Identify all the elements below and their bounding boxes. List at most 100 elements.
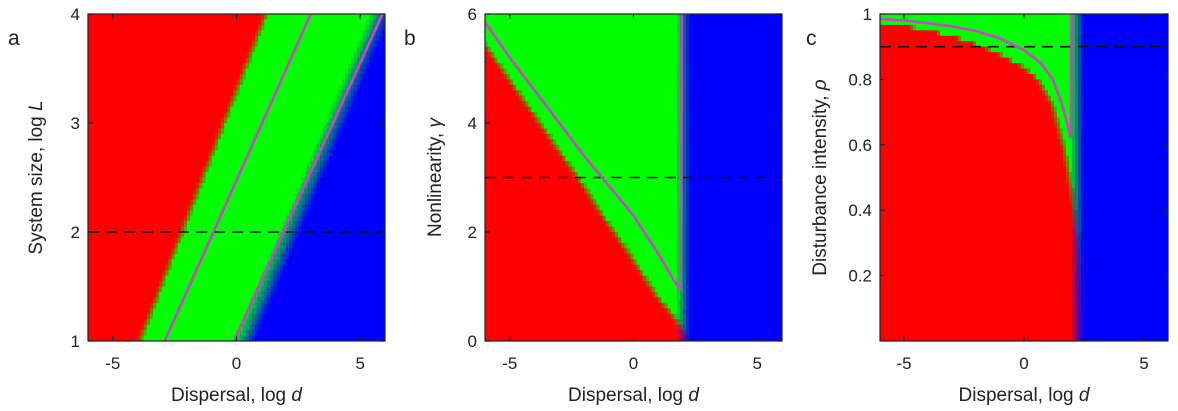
heatmap-cell: [292, 133, 296, 140]
heatmap-cell: [357, 57, 361, 64]
heatmap-cell: [177, 281, 182, 288]
heatmap-cell: [369, 161, 374, 168]
heatmap-cell: [134, 253, 139, 260]
heatmap-cell: [245, 35, 250, 42]
heatmap-cell: [122, 150, 126, 157]
heatmap-cell: [177, 253, 182, 260]
heatmap-cell: [205, 286, 210, 293]
heatmap-cell: [276, 199, 281, 206]
heatmap-cell: [298, 270, 303, 277]
heatmap-cell: [112, 215, 117, 222]
heatmap-cell: [165, 253, 170, 260]
heatmap-cell: [146, 210, 151, 217]
heatmap-cell: [230, 232, 234, 239]
heatmap-cell: [239, 79, 244, 86]
heatmap-cell: [276, 150, 281, 157]
heatmap-cell: [236, 286, 241, 293]
heatmap-cell: [217, 182, 222, 189]
heatmap-cell: [159, 84, 163, 91]
heatmap-cell: [115, 123, 120, 130]
heatmap-cell: [109, 90, 114, 97]
heatmap-cell: [109, 193, 114, 200]
heatmap-cell: [255, 242, 259, 249]
heatmap-cell: [128, 232, 132, 239]
heatmap-cell: [245, 95, 250, 102]
heatmap-cell: [106, 128, 111, 135]
heatmap-cell: [149, 95, 154, 102]
heatmap-cell: [338, 128, 343, 135]
heatmap-cell: [273, 177, 278, 184]
heatmap-cell: [239, 123, 244, 130]
heatmap-cell: [341, 182, 346, 189]
heatmap-cell: [214, 237, 219, 244]
heatmap-cell: [128, 286, 132, 293]
heatmap-cell: [211, 79, 216, 86]
heatmap-cell: [115, 144, 120, 151]
heatmap-cell: [350, 237, 355, 244]
heatmap-cell: [230, 101, 234, 108]
heatmap-cell: [165, 259, 170, 266]
heatmap-cell: [146, 57, 151, 64]
heatmap-cell: [320, 286, 324, 293]
heatmap-cell: [187, 188, 191, 195]
heatmap-cell: [375, 84, 380, 91]
heatmap-cell: [239, 281, 244, 288]
heatmap-cell: [354, 35, 358, 42]
heatmap-cell: [100, 24, 105, 31]
heatmap-cell: [227, 144, 231, 151]
heatmap-cell: [134, 204, 139, 211]
heatmap-cell: [103, 232, 108, 239]
heatmap-cell: [221, 199, 225, 206]
heatmap-cell: [149, 172, 154, 179]
heatmap-cell: [146, 117, 151, 124]
heatmap-cell: [301, 286, 306, 293]
heatmap-cell: [193, 253, 197, 260]
heatmap-cell: [88, 128, 92, 135]
heatmap-cell: [320, 161, 324, 168]
heatmap-cell: [366, 68, 371, 75]
heatmap-cell: [255, 281, 259, 288]
heatmap-cell: [323, 237, 327, 244]
heatmap-cell: [366, 226, 371, 233]
heatmap-cell: [221, 73, 225, 80]
heatmap-cell: [282, 63, 287, 70]
heatmap-cell: [338, 24, 343, 31]
heatmap-cell: [354, 232, 358, 239]
heatmap-cell: [196, 182, 200, 189]
heatmap-cell: [140, 63, 145, 70]
heatmap-cell: [273, 237, 278, 244]
heatmap-cell: [137, 95, 142, 102]
heatmap-cell: [279, 41, 284, 48]
heatmap-cell: [313, 270, 318, 277]
heatmap-cell: [168, 188, 173, 195]
heatmap-cell: [174, 166, 179, 173]
heatmap-cell: [190, 117, 194, 124]
heatmap-cell: [335, 161, 340, 168]
heatmap-cell: [239, 188, 244, 195]
heatmap-cell: [298, 237, 303, 244]
heatmap-cell: [224, 117, 228, 124]
heatmap-cell: [363, 63, 368, 70]
heatmap-cell: [199, 210, 204, 217]
heatmap-cell: [187, 210, 191, 217]
heatmap-cell: [134, 84, 139, 91]
heatmap-cell: [180, 63, 185, 70]
heatmap-cell: [313, 79, 318, 86]
heatmap-cell: [202, 117, 207, 124]
heatmap-cell: [149, 199, 154, 206]
heatmap-cell: [115, 259, 120, 266]
heatmap-cell: [335, 14, 340, 21]
heatmap-cell: [125, 150, 129, 157]
heatmap-cell: [190, 210, 194, 217]
heatmap-cell: [273, 68, 278, 75]
heatmap-cell: [88, 63, 92, 70]
heatmap-cell: [214, 253, 219, 260]
heatmap-cell: [106, 166, 111, 173]
heatmap-cell: [332, 68, 337, 75]
heatmap-cell: [320, 253, 324, 260]
heatmap-cell: [174, 264, 179, 271]
heatmap-cell: [174, 253, 179, 260]
heatmap-cell: [143, 123, 148, 130]
heatmap-cell: [122, 112, 126, 119]
heatmap-cell: [310, 68, 315, 75]
